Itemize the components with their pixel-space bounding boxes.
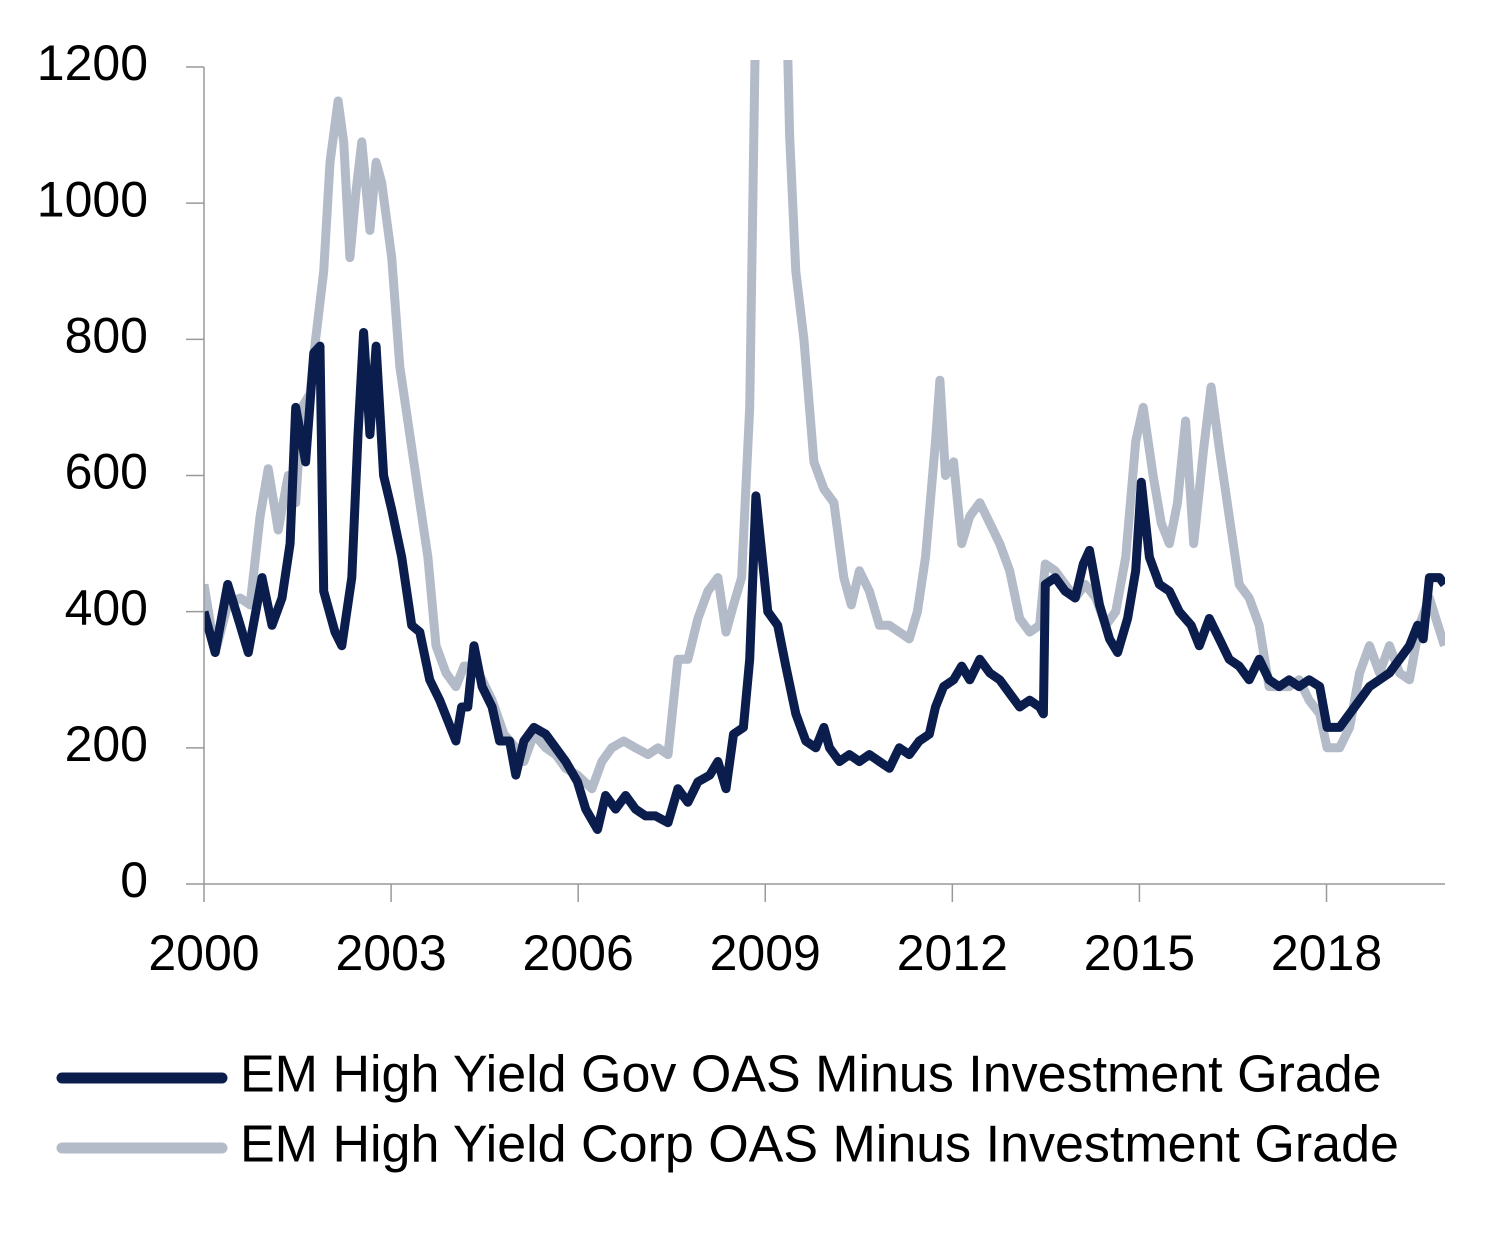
- y-tick-label: 0: [120, 852, 148, 908]
- x-tick-label: 2018: [1271, 925, 1382, 981]
- series-line: [204, 328, 1445, 834]
- x-tick-label: 2000: [148, 925, 259, 981]
- x-tick-label: 2006: [523, 925, 634, 981]
- plot-area: [204, 60, 1445, 834]
- x-tick-label: 2003: [335, 925, 446, 981]
- y-tick-label: 1000: [37, 171, 148, 227]
- x-tick-label: 2012: [897, 925, 1008, 981]
- y-tick-label: 200: [65, 716, 148, 772]
- y-tick-label: 600: [65, 444, 148, 500]
- x-tick-label: 2009: [710, 925, 821, 981]
- y-tick-label: 800: [65, 308, 148, 364]
- x-tick-label: 2015: [1084, 925, 1195, 981]
- y-tick-label: 1200: [37, 35, 148, 91]
- series-line: [204, 60, 1445, 794]
- y-tick-label: 400: [65, 580, 148, 636]
- legend-label: EM High Yield Corp OAS Minus Investment …: [240, 1116, 1399, 1174]
- legend-label: EM High Yield Gov OAS Minus Investment G…: [240, 1046, 1382, 1104]
